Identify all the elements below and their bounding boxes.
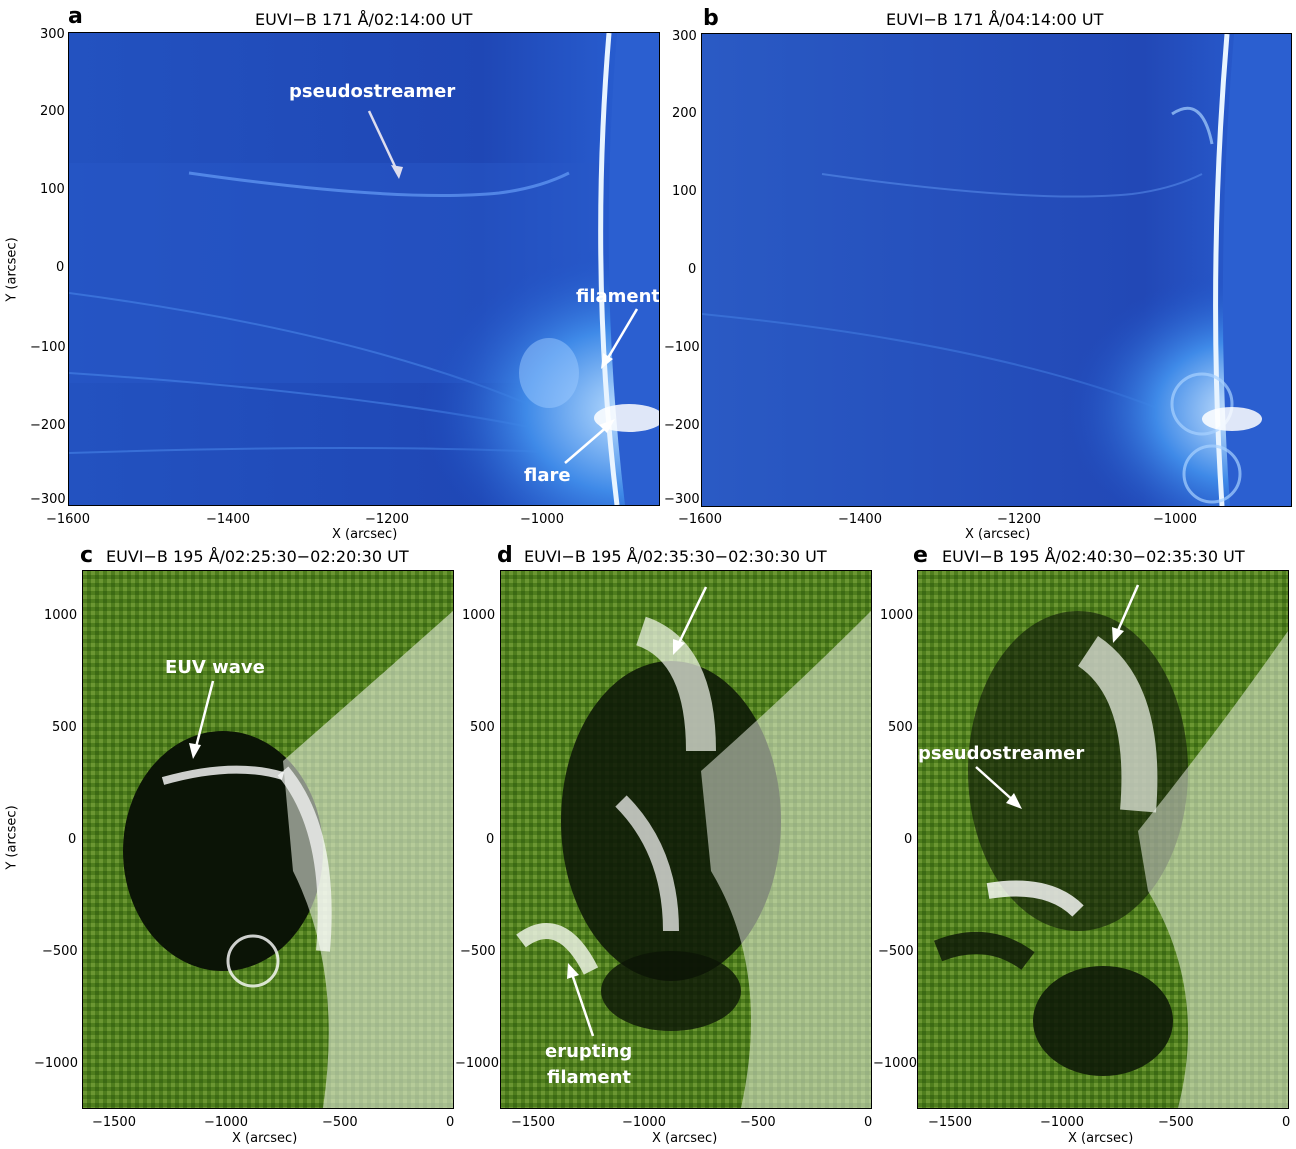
x-axis-label: X (arcsec) bbox=[332, 527, 398, 542]
y-tick: −200 bbox=[664, 418, 700, 433]
panel-title: EUVI−B 195 Å/02:25:30−02:20:30 UT bbox=[106, 547, 409, 566]
y-tick: 0 bbox=[68, 832, 77, 847]
x-tick: −1200 bbox=[365, 512, 409, 527]
y-tick: −500 bbox=[460, 944, 496, 959]
image-195-c: EUV wave bbox=[82, 570, 454, 1109]
x-axis-label: X (arcsec) bbox=[965, 527, 1031, 542]
x-tick: −1600 bbox=[678, 512, 722, 527]
y-tick: 200 bbox=[40, 104, 65, 119]
x-tick: −1400 bbox=[206, 512, 250, 527]
annotation-erupting: erupting bbox=[545, 1041, 633, 1062]
image-171-a: pseudostreamer filament flare bbox=[68, 32, 660, 506]
panel-letter: d bbox=[497, 543, 513, 568]
y-tick: 1000 bbox=[880, 608, 914, 623]
x-tick: −1200 bbox=[997, 512, 1041, 527]
x-tick: −1400 bbox=[838, 512, 882, 527]
panel-title: EUVI−B 171 Å/02:14:00 UT bbox=[255, 10, 473, 29]
x-tick: −1500 bbox=[92, 1115, 136, 1130]
x-tick: 0 bbox=[446, 1115, 455, 1130]
x-tick: −1000 bbox=[1040, 1115, 1084, 1130]
panel-letter: e bbox=[913, 543, 928, 568]
image-195-d: erupting filament bbox=[500, 570, 872, 1109]
y-tick: −100 bbox=[664, 340, 700, 355]
panel-letter: b bbox=[703, 6, 719, 31]
annotation-filament: filament bbox=[547, 1067, 632, 1088]
y-tick: 300 bbox=[672, 29, 697, 44]
y-tick: −100 bbox=[30, 340, 66, 355]
annotation-euv-wave: EUV wave bbox=[165, 657, 265, 678]
panel-title: EUVI−B 195 Å/02:40:30−02:35:30 UT bbox=[942, 547, 1245, 566]
x-axis-label: X (arcsec) bbox=[1068, 1131, 1134, 1146]
y-tick: 1000 bbox=[462, 608, 496, 623]
y-tick: −1000 bbox=[455, 1056, 499, 1071]
y-tick: 300 bbox=[40, 27, 65, 42]
image-171-b bbox=[701, 33, 1292, 507]
y-tick: 500 bbox=[888, 720, 913, 735]
x-tick: −1500 bbox=[928, 1115, 972, 1130]
panel-title: EUVI−B 171 Å/04:14:00 UT bbox=[886, 10, 1104, 29]
annotation-flare: flare bbox=[524, 465, 571, 486]
x-axis-label: X (arcsec) bbox=[652, 1131, 718, 1146]
x-tick: −1600 bbox=[46, 512, 90, 527]
annotation-pseudostreamer: pseudostreamer bbox=[289, 81, 456, 102]
y-axis-label: Y (arcsec) bbox=[4, 237, 20, 302]
y-tick: 0 bbox=[688, 262, 697, 277]
panel-letter: a bbox=[68, 4, 83, 29]
image-195-e: pseudostreamer bbox=[917, 570, 1289, 1109]
x-tick: −500 bbox=[1158, 1115, 1194, 1130]
y-axis-label: Y (arcsec) bbox=[4, 805, 20, 870]
panel-letter: c bbox=[80, 543, 94, 568]
y-tick: −200 bbox=[30, 418, 66, 433]
panel-title: EUVI−B 195 Å/02:35:30−02:30:30 UT bbox=[524, 547, 827, 566]
y-tick: 0 bbox=[486, 832, 495, 847]
x-tick: −1000 bbox=[520, 512, 564, 527]
y-tick: 100 bbox=[672, 184, 697, 199]
x-tick: 0 bbox=[864, 1115, 873, 1130]
y-tick: 100 bbox=[40, 182, 65, 197]
y-tick: −500 bbox=[42, 944, 78, 959]
annotation-filament: filament bbox=[576, 286, 660, 307]
x-tick: −1000 bbox=[1153, 512, 1197, 527]
x-tick: 0 bbox=[1282, 1115, 1291, 1130]
y-tick: 500 bbox=[52, 720, 77, 735]
x-tick: −500 bbox=[740, 1115, 776, 1130]
y-tick: 1000 bbox=[44, 608, 78, 623]
y-tick: −500 bbox=[878, 944, 914, 959]
y-tick: 0 bbox=[904, 832, 913, 847]
x-axis-label: X (arcsec) bbox=[232, 1131, 298, 1146]
y-tick: −1000 bbox=[34, 1056, 78, 1071]
y-tick: 500 bbox=[470, 720, 495, 735]
y-tick: −1000 bbox=[873, 1056, 917, 1071]
x-tick: −1000 bbox=[622, 1115, 666, 1130]
y-tick: 200 bbox=[672, 106, 697, 121]
x-tick: −500 bbox=[322, 1115, 358, 1130]
x-tick: −1500 bbox=[511, 1115, 555, 1130]
x-tick: −1000 bbox=[204, 1115, 248, 1130]
annotation-pseudostreamer: pseudostreamer bbox=[918, 743, 1085, 764]
y-tick: 0 bbox=[56, 260, 65, 275]
y-tick: −300 bbox=[30, 492, 66, 507]
y-tick: −300 bbox=[664, 492, 700, 507]
